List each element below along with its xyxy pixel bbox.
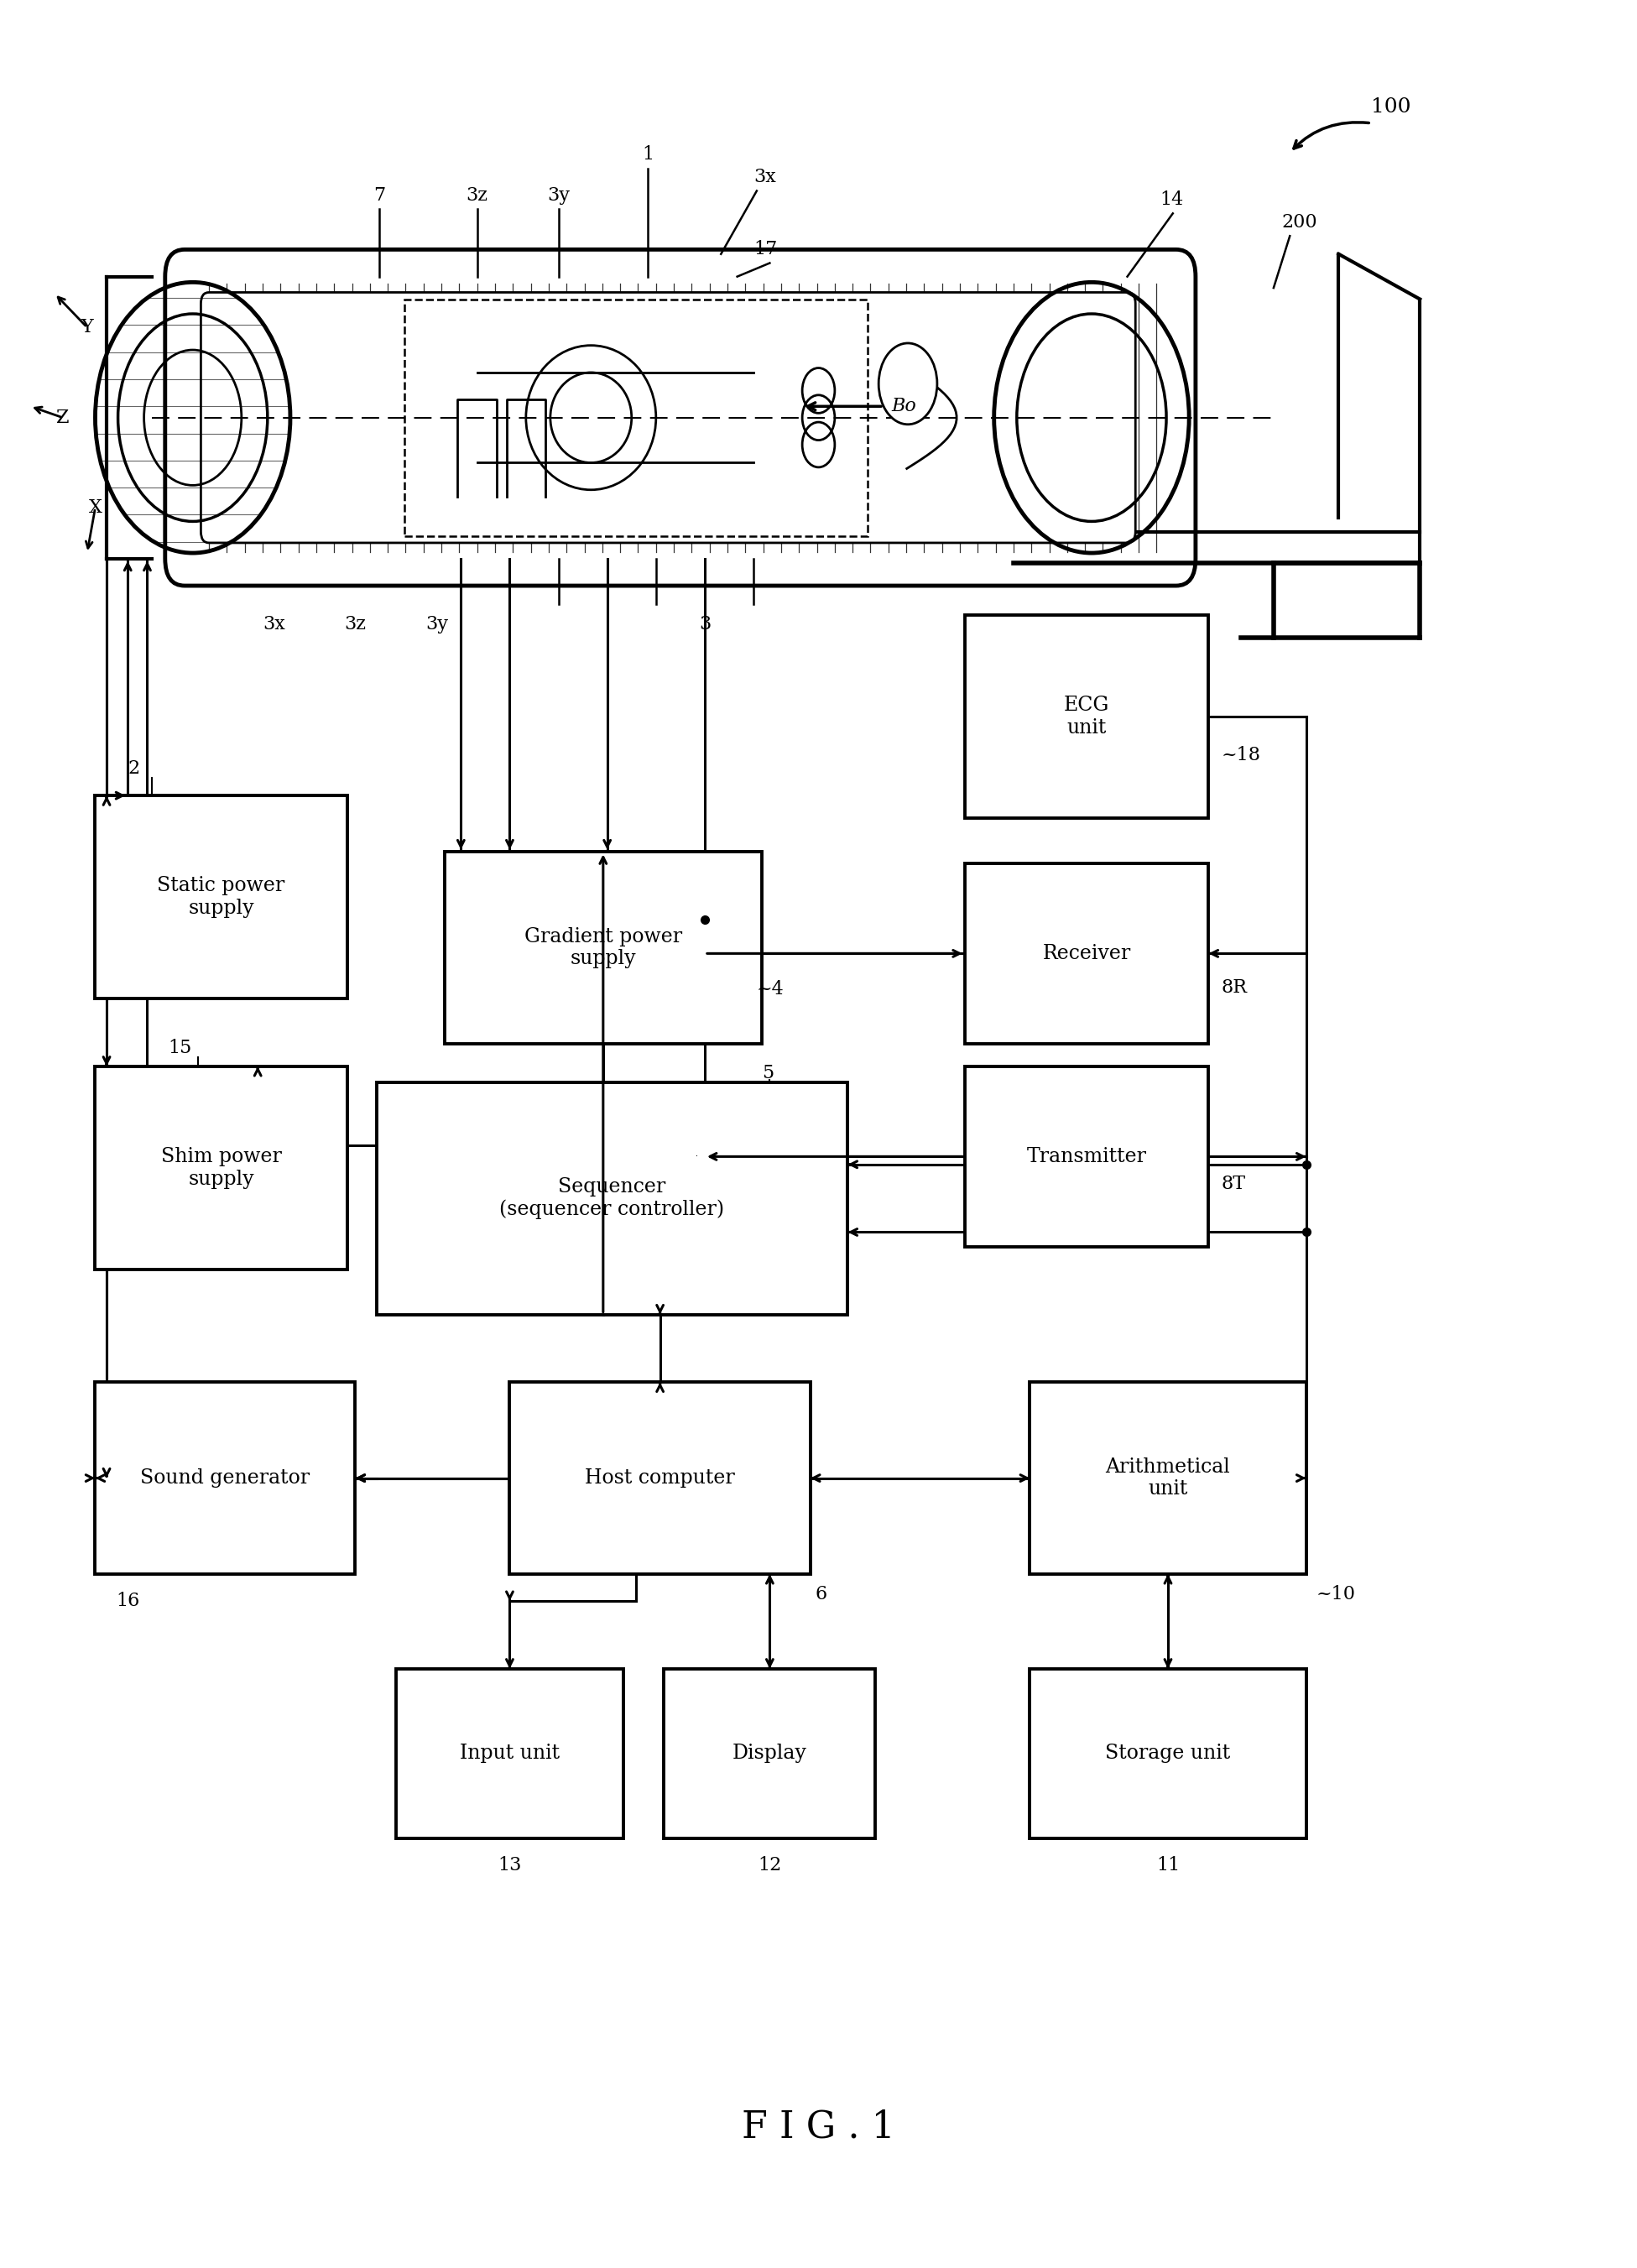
- Text: ~18: ~18: [1221, 746, 1260, 764]
- Text: 3y: 3y: [426, 615, 449, 633]
- Text: 11: 11: [1156, 1855, 1180, 1873]
- FancyBboxPatch shape: [165, 249, 1195, 585]
- Text: 5: 5: [761, 1064, 773, 1082]
- FancyBboxPatch shape: [665, 1669, 876, 1837]
- Text: Y: Y: [80, 318, 93, 336]
- Text: Storage unit: Storage unit: [1105, 1744, 1231, 1762]
- Text: 8R: 8R: [1221, 978, 1247, 996]
- Text: Bo: Bo: [892, 397, 917, 415]
- Text: 16: 16: [116, 1592, 141, 1610]
- Text: 3: 3: [699, 615, 710, 633]
- FancyBboxPatch shape: [201, 293, 1136, 542]
- Text: 3x: 3x: [753, 168, 776, 186]
- Text: X: X: [88, 499, 101, 517]
- FancyBboxPatch shape: [509, 1381, 810, 1574]
- FancyBboxPatch shape: [964, 864, 1208, 1043]
- Text: Host computer: Host computer: [584, 1467, 735, 1488]
- Text: Display: Display: [732, 1744, 807, 1762]
- FancyBboxPatch shape: [964, 1066, 1208, 1247]
- Text: 1: 1: [642, 145, 653, 163]
- Text: ~4: ~4: [756, 980, 784, 998]
- Text: ~10: ~10: [1316, 1585, 1355, 1603]
- Circle shape: [879, 342, 936, 424]
- Text: Transmitter: Transmitter: [1026, 1148, 1146, 1166]
- Text: Input unit: Input unit: [460, 1744, 560, 1762]
- FancyBboxPatch shape: [95, 796, 347, 998]
- Text: 14: 14: [1161, 191, 1184, 209]
- FancyBboxPatch shape: [95, 1381, 355, 1574]
- FancyBboxPatch shape: [445, 853, 761, 1043]
- FancyBboxPatch shape: [1030, 1669, 1306, 1837]
- Text: Gradient power
supply: Gradient power supply: [524, 928, 683, 968]
- Text: 100: 100: [1372, 98, 1411, 118]
- Text: 200: 200: [1282, 213, 1318, 231]
- Text: F I G . 1: F I G . 1: [742, 2109, 895, 2146]
- Text: 13: 13: [498, 1855, 522, 1873]
- Text: 3x: 3x: [264, 615, 285, 633]
- Text: 17: 17: [753, 240, 778, 259]
- Text: 8T: 8T: [1221, 1175, 1246, 1193]
- Text: Static power
supply: Static power supply: [157, 875, 285, 919]
- Text: 2: 2: [128, 760, 139, 778]
- Text: Arithmetical
unit: Arithmetical unit: [1105, 1458, 1231, 1499]
- Text: 15: 15: [169, 1039, 192, 1057]
- Text: Sequencer
(sequencer controller): Sequencer (sequencer controller): [499, 1177, 725, 1220]
- Text: 3z: 3z: [344, 615, 367, 633]
- Text: 7: 7: [373, 186, 386, 204]
- FancyBboxPatch shape: [1030, 1381, 1306, 1574]
- FancyBboxPatch shape: [95, 1066, 347, 1270]
- Text: Shim power
supply: Shim power supply: [160, 1148, 282, 1188]
- Text: 3y: 3y: [547, 186, 570, 204]
- FancyBboxPatch shape: [396, 1669, 624, 1837]
- Text: 3z: 3z: [467, 186, 488, 204]
- FancyBboxPatch shape: [964, 615, 1208, 819]
- Text: Sound generator: Sound generator: [141, 1467, 309, 1488]
- Text: Receiver: Receiver: [1043, 943, 1131, 964]
- Text: Z: Z: [56, 408, 69, 426]
- Text: 12: 12: [758, 1855, 781, 1873]
- Text: ECG
unit: ECG unit: [1064, 696, 1110, 737]
- FancyBboxPatch shape: [377, 1082, 848, 1315]
- Text: 6: 6: [815, 1585, 827, 1603]
